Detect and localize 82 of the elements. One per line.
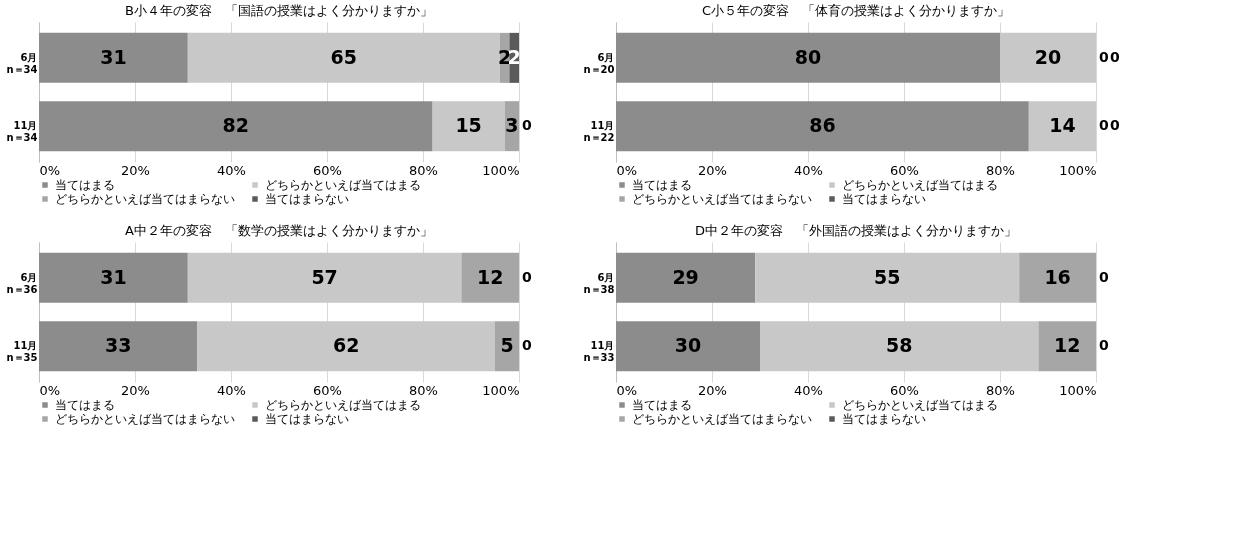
legend-label: 当てはまる: [55, 178, 115, 192]
legend-label: どちらかといえば当てはまらない: [55, 192, 235, 206]
x-tick-label: 100%: [482, 382, 520, 398]
legend-label: どちらかといえば当てはまらない: [632, 412, 812, 426]
x-tick-label: 100%: [482, 162, 520, 178]
legend-label: 当てはまる: [632, 398, 692, 412]
data-label: 0: [522, 117, 532, 134]
data-label: 14: [1049, 114, 1076, 137]
x-tick-label: 80%: [986, 162, 1015, 178]
legend-label: どちらかといえば当てはまる: [265, 398, 421, 412]
legend-label: 当てはまらない: [842, 192, 926, 206]
y-tick-label: 6月 n＝34: [6, 51, 38, 75]
y-tick-label: 11月 n＝22: [583, 120, 615, 144]
data-label: 16: [1044, 265, 1071, 288]
legend-label: どちらかといえば当てはまらない: [632, 192, 812, 206]
data-label: 0: [1099, 117, 1109, 134]
y-tick-label: 11月 n＝34: [6, 120, 38, 144]
data-label: 0: [1099, 48, 1109, 65]
x-tick-label: 20%: [121, 162, 150, 178]
legend-label: どちらかといえば当てはまる: [842, 398, 998, 412]
chart-title: D中２年の変容 「外国語の授業はよく分かりますか」: [694, 223, 1018, 238]
x-tick-label: 0%: [616, 382, 638, 398]
data-label: 58: [885, 334, 913, 357]
legend-label: 当てはまらない: [265, 192, 349, 206]
x-tick-label: 20%: [121, 382, 150, 398]
data-label: 15: [455, 114, 482, 137]
data-label: 0: [522, 337, 532, 354]
x-tick-label: 60%: [313, 162, 342, 178]
data-label: 0: [522, 268, 532, 285]
x-tick-label: 60%: [890, 162, 919, 178]
chart-title: A中２年の変容 「数学の授業はよく分かりますか」: [125, 223, 433, 238]
x-tick-label: 40%: [794, 382, 823, 398]
data-label: 0: [1110, 117, 1120, 134]
x-tick-label: 100%: [1059, 162, 1097, 178]
chart-title: B小４年の変容 「国語の授業はよく分かりますか」: [125, 3, 433, 18]
x-tick-label: 40%: [794, 162, 823, 178]
x-tick-label: 40%: [217, 382, 246, 398]
x-tick-label: 80%: [986, 382, 1015, 398]
x-tick-label: 0%: [39, 382, 61, 398]
x-tick-label: 0%: [39, 162, 61, 178]
legend-label: 当てはまる: [632, 178, 692, 192]
legend-label: 当てはまらない: [265, 412, 349, 426]
data-label: 80: [794, 45, 822, 68]
data-label: 0: [1099, 268, 1109, 285]
x-tick-label: 0%: [616, 162, 638, 178]
data-label: 12: [476, 265, 504, 288]
data-label: 31: [100, 265, 127, 288]
data-label: 29: [672, 265, 699, 288]
y-tick-label: 6月 n＝36: [6, 271, 38, 295]
legend-label: どちらかといえば当てはまる: [265, 178, 421, 192]
data-label: 20: [1034, 45, 1062, 68]
data-label: 31: [100, 45, 127, 68]
data-label: 65: [330, 45, 358, 68]
chart-title: C小５年の変容 「体育の授業はよく分かりますか」: [701, 3, 1011, 18]
data-label: 55: [873, 265, 901, 288]
y-tick-label: 6月 n＝38: [583, 271, 615, 295]
legend-label: 当てはまらない: [842, 412, 926, 426]
y-tick-label: 6月 n＝20: [583, 51, 615, 75]
legend-label: どちらかといえば当てはまらない: [55, 412, 235, 426]
x-tick-label: 40%: [217, 162, 246, 178]
x-tick-label: 80%: [409, 382, 438, 398]
data-label: 33: [104, 334, 132, 357]
x-tick-label: 100%: [1059, 382, 1097, 398]
x-tick-label: 20%: [698, 162, 727, 178]
data-label: 57: [311, 265, 338, 288]
x-tick-label: 20%: [698, 382, 727, 398]
data-label: 62: [332, 334, 360, 357]
data-label: 0: [1110, 48, 1120, 65]
data-label: 86: [809, 114, 836, 137]
legend-label: どちらかといえば当てはまる: [842, 178, 998, 192]
data-label: 3: [505, 114, 519, 137]
y-tick-label: 11月 n＝35: [6, 340, 38, 364]
data-label: 12: [1053, 334, 1081, 357]
data-label: 82: [222, 114, 250, 137]
x-tick-label: 80%: [409, 162, 438, 178]
legend-label: 当てはまる: [55, 398, 115, 412]
x-tick-label: 60%: [313, 382, 342, 398]
x-tick-label: 60%: [890, 382, 919, 398]
y-tick-label: 11月 n＝33: [583, 340, 615, 364]
data-label: 5: [500, 334, 514, 357]
data-label: 0: [1099, 337, 1109, 354]
data-label: 30: [674, 334, 702, 357]
